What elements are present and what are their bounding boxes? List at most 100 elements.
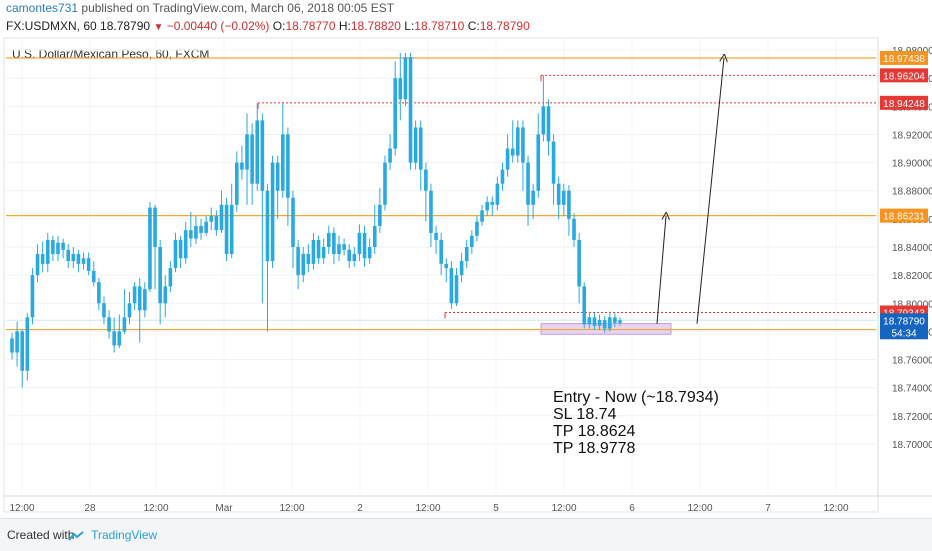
author-link[interactable]: camontes731: [6, 1, 79, 15]
time-tick-label: Mar: [215, 503, 233, 514]
time-tick-label: 12:00: [551, 503, 576, 514]
level-badge-text: 18.86231: [883, 212, 925, 223]
close-value: 18.78790: [479, 19, 530, 33]
candle-body: [352, 254, 357, 262]
candle-body: [561, 190, 566, 205]
dotted-level-badge: [880, 95, 928, 110]
candle-body: [602, 320, 607, 329]
candle-body: [40, 254, 45, 264]
candle-body: [424, 169, 428, 191]
price-tick-label: 18.76000: [892, 356, 932, 367]
candle-body: [20, 331, 25, 371]
candle-body: [204, 221, 208, 233]
time-tick-label: 6: [629, 503, 635, 514]
candle-body: [449, 268, 454, 304]
candle-body: [240, 162, 244, 170]
price-tick-label: 18.72000: [892, 412, 932, 423]
candle-body: [326, 232, 331, 247]
candle-body: [148, 207, 152, 290]
open-label: O:: [272, 19, 286, 33]
time-tick-label: 12:00: [415, 503, 440, 514]
candle-body: [367, 247, 372, 259]
current-price-badge: [880, 313, 928, 340]
price-tick-label: 18.70000: [892, 440, 932, 451]
candle-body: [61, 242, 65, 250]
price-tick-label: 18.90000: [892, 159, 932, 170]
candle-body: [71, 254, 76, 262]
price-chart[interactable]: U.S. Dollar/Mexican Peso, 60, FXCM Entry…: [0, 36, 932, 514]
footer: Created with TradingView: [0, 518, 932, 551]
arrow-tp2: [696, 58, 724, 324]
candle-body: [122, 317, 127, 332]
candle-body: [270, 162, 275, 262]
candle-body: [224, 204, 229, 255]
projection-arrows[interactable]: [656, 58, 724, 324]
candle-body: [393, 78, 397, 149]
candle-body: [245, 134, 249, 170]
candle-body: [526, 162, 530, 205]
time-axis[interactable]: 12:00 28 12:00 Mar 12:00 2 12:00 5 12:00 6 12:00 7 1…: [4, 495, 932, 514]
candle-body: [189, 230, 193, 239]
candle-body: [265, 190, 270, 262]
candle-body: [280, 134, 285, 191]
price-tick-label: 18.74000: [892, 384, 932, 395]
candle-body: [597, 320, 602, 326]
candle-body: [505, 148, 510, 170]
candle-body: [316, 239, 321, 259]
symbol-line: FX:USDMXN, 60: [6, 19, 97, 33]
candle-body: [306, 254, 311, 264]
candle-body: [173, 239, 178, 269]
time-tick-label: 5: [493, 503, 499, 514]
candle-body: [35, 254, 40, 276]
candle-body: [480, 210, 484, 222]
candle-body: [454, 275, 459, 304]
level-badge: [880, 50, 928, 65]
candle-body: [255, 120, 260, 184]
time-tick-label: 12:00: [823, 503, 848, 514]
candle-body: [536, 134, 541, 191]
candle-body: [102, 303, 106, 318]
time-tick-label: 7: [765, 503, 771, 514]
candle-body: [296, 247, 300, 276]
low-label: L:: [404, 19, 415, 33]
support-resistance-lines[interactable]: [6, 57, 876, 331]
candle-body: [51, 239, 55, 255]
candle-body: [551, 141, 556, 184]
candle-body: [347, 249, 352, 262]
annotation-line: TP 18.9778: [553, 440, 636, 457]
candle-body: [490, 201, 495, 205]
candle-body: [383, 162, 387, 205]
candle-body: [219, 204, 224, 231]
candle-body: [81, 258, 86, 264]
dotted-level-badge-text: 18.96204: [883, 71, 925, 82]
candle-body: [97, 282, 101, 304]
ohlc-bar: FX:USDMXN, 60 18.78790 ▼ −0.00440 (−0.02…: [6, 19, 530, 33]
candle-body: [137, 286, 142, 311]
candle-body: [444, 263, 449, 269]
candle-body: [439, 239, 443, 264]
candle-body: [143, 289, 147, 311]
candle-body: [332, 232, 336, 255]
chart-frame[interactable]: U.S. Dollar/Mexican Peso, 60, FXCM Entry…: [0, 36, 932, 514]
candle-body: [260, 120, 265, 191]
close-label: C:: [467, 19, 480, 33]
high-value: 18.78820: [350, 19, 401, 33]
annotation-line: TP 18.8624: [553, 423, 636, 440]
candle-body: [546, 106, 551, 142]
candle-body: [378, 204, 382, 226]
high-label: H:: [338, 19, 351, 33]
candle-body: [91, 270, 96, 283]
candle-body: [464, 247, 469, 262]
candle-body: [592, 317, 597, 326]
candle-body: [10, 338, 14, 353]
publish-info: camontes731 published on TradingView.com…: [6, 1, 394, 15]
candle-body: [158, 247, 162, 304]
candle-body: [413, 127, 418, 163]
candle-body: [342, 244, 346, 250]
candle-body: [25, 317, 30, 371]
tradingview-logo[interactable]: TradingView: [68, 528, 157, 542]
price-axis[interactable]: 18.9800018.9600018.9400018.9200018.90000…: [877, 38, 932, 496]
candle-body: [607, 317, 612, 329]
candle-body: [127, 303, 132, 318]
candle-body: [398, 78, 403, 100]
